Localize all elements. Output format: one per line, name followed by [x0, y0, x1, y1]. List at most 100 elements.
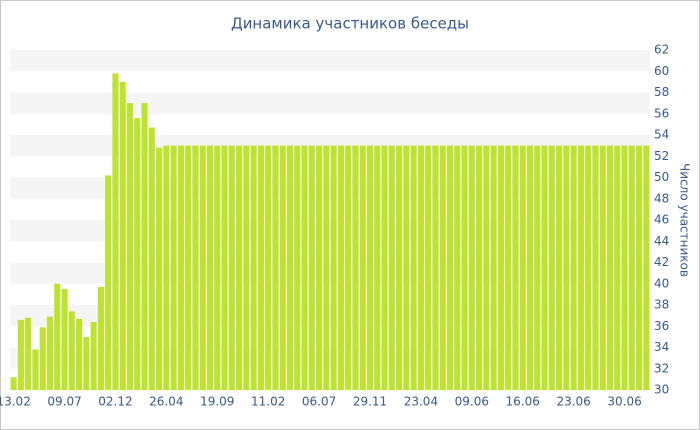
bar: [628, 145, 635, 390]
bar: [388, 145, 395, 390]
x-tick-label: 26.04: [149, 395, 183, 409]
bar: [301, 145, 308, 390]
bar: [76, 318, 83, 390]
bar: [410, 145, 417, 390]
bar: [461, 145, 468, 390]
bar: [621, 145, 628, 390]
x-tick-label: 19.09: [200, 395, 234, 409]
bar: [83, 336, 90, 390]
bar: [257, 145, 264, 390]
bar: [243, 145, 250, 390]
bar: [32, 349, 39, 390]
bar: [148, 127, 155, 390]
bar: [454, 145, 461, 390]
bar: [134, 118, 141, 390]
bar: [119, 81, 126, 390]
x-tick-label: 29.11: [353, 395, 387, 409]
bar: [192, 145, 199, 390]
grid-band: [10, 305, 650, 327]
bar: [366, 145, 374, 390]
bar: [541, 145, 548, 390]
bar: [105, 175, 112, 390]
bar: [570, 145, 577, 390]
bar: [308, 145, 315, 390]
bar: [563, 145, 570, 390]
y-axis-label: Число участников: [678, 163, 692, 277]
bar: [68, 311, 75, 390]
bar: [214, 145, 221, 390]
bar: [490, 145, 497, 390]
bar: [126, 103, 134, 390]
bar: [476, 145, 483, 390]
chart-title: Динамика участников беседы: [231, 15, 469, 33]
bar: [265, 145, 272, 390]
x-tick-label: 02.12: [98, 395, 132, 409]
y-tick-label: 62: [654, 43, 669, 57]
y-tick-label: 58: [654, 85, 669, 99]
y-tick-label: 40: [654, 276, 669, 290]
bar: [272, 145, 279, 390]
bar: [512, 145, 519, 390]
bar: [534, 145, 541, 390]
y-tick-label: 38: [654, 298, 669, 312]
bar: [250, 145, 257, 390]
bar: [39, 327, 46, 390]
bar: [446, 145, 454, 390]
bar: [97, 286, 104, 390]
x-tick-label: 09.06: [455, 395, 489, 409]
bar: [614, 145, 621, 390]
grid-band: [10, 262, 650, 284]
bar: [156, 147, 163, 390]
bar: [170, 145, 177, 390]
bar: [468, 145, 475, 390]
bar: [556, 145, 563, 390]
bar: [425, 145, 432, 390]
y-tick-label: 30: [654, 383, 669, 397]
bar: [25, 317, 32, 390]
bar: [177, 145, 184, 390]
bar: [141, 103, 148, 390]
bar: [432, 145, 439, 390]
y-tick-label: 54: [654, 128, 669, 142]
x-tick-label: 23.04: [404, 395, 438, 409]
grid-band: [10, 50, 650, 72]
bar: [323, 145, 330, 390]
grid-band: [10, 135, 650, 157]
y-tick-label: 32: [654, 361, 669, 375]
y-tick-label: 50: [654, 170, 669, 184]
bar: [417, 145, 424, 390]
bar: [643, 145, 650, 390]
bar: [294, 145, 301, 390]
bar: [403, 145, 410, 390]
grid-band: [10, 177, 650, 199]
bar: [316, 145, 323, 390]
y-tick-label: 56: [654, 106, 669, 120]
x-tick-label: 16.06: [506, 395, 540, 409]
bar: [330, 145, 337, 390]
bar: [381, 145, 388, 390]
y-tick-label: 44: [654, 234, 669, 248]
bar: [359, 145, 366, 390]
bar: [46, 316, 54, 390]
bar: [505, 145, 512, 390]
x-tick-label: 23.06: [556, 395, 590, 409]
bar: [112, 73, 119, 390]
bar: [345, 145, 352, 390]
bar: [90, 322, 97, 390]
grid-band: [10, 220, 650, 242]
bar: [497, 145, 504, 390]
y-tick-label: 36: [654, 319, 669, 333]
y-tick-label: 60: [654, 64, 669, 78]
bar: [10, 377, 17, 390]
bar: [337, 145, 344, 390]
grid-band: [10, 92, 650, 114]
x-tick-label: 13.02: [0, 395, 31, 409]
bar: [526, 145, 534, 390]
bar: [228, 145, 235, 390]
bar: [483, 145, 490, 390]
bar: [439, 145, 446, 390]
y-tick-label: 34: [654, 340, 669, 354]
bar: [519, 145, 526, 390]
bar: [636, 145, 643, 390]
